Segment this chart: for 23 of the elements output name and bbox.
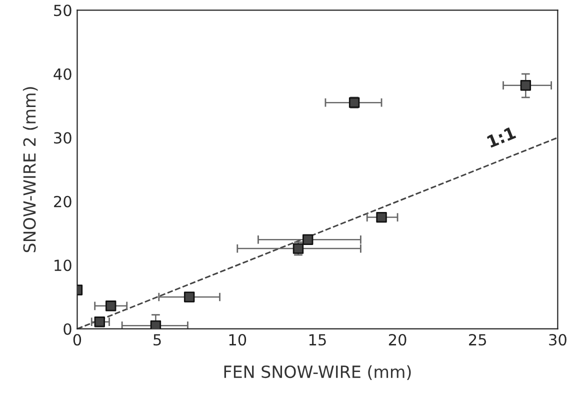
x-tick-label: 25 [469,334,486,346]
x-axis-title: FEN SNOW-WIRE (mm) [224,365,411,380]
x-tick-label: 5 [154,334,161,346]
x-tick-label: 30 [549,334,566,346]
y-tick-label: 20 [54,196,72,208]
x-tick-label: 15 [309,334,326,346]
y-tick-label: 40 [54,68,72,80]
x-tick-label: 0 [73,334,82,346]
x-tick-label: 20 [388,334,406,346]
y-axis-title: SNOW-WIRE 2 (mm) [22,87,38,252]
point [106,300,116,312]
point [184,292,195,302]
annotation: 1:1 [486,126,516,148]
y-tick-label: 50 [54,4,72,16]
point [302,234,314,245]
y-tick-label: 0 [64,323,72,335]
point [520,80,532,91]
point [150,320,162,329]
point [376,212,387,223]
point [94,316,105,328]
y-tick-label: 10 [54,260,72,272]
x-tick-label: 10 [229,334,246,346]
y-tick-label: 30 [54,132,72,144]
